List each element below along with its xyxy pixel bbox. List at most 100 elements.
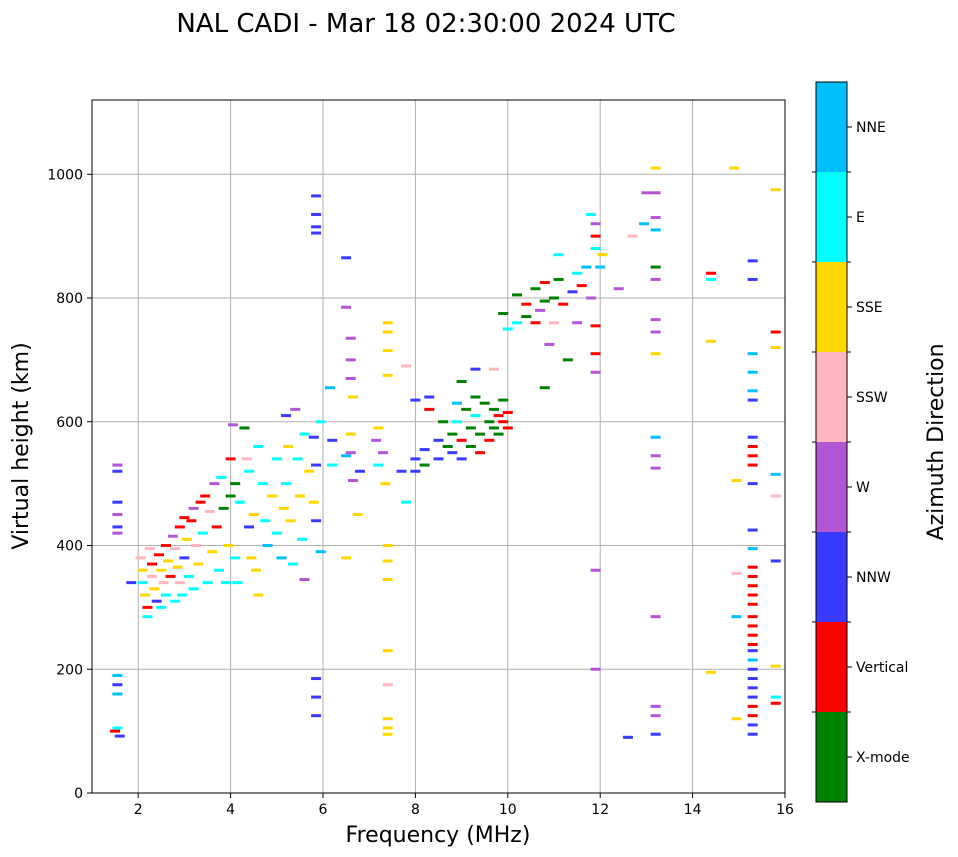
echo-point-sse <box>770 188 781 192</box>
echo-point-x-mode <box>498 311 509 315</box>
echo-point-vertical <box>747 615 758 619</box>
echo-point-nne <box>770 472 781 476</box>
echo-point-e <box>287 562 298 566</box>
echo-point-ssw <box>241 457 252 461</box>
colorbar-swatch-sse <box>816 262 847 352</box>
echo-point-ssw <box>770 494 781 498</box>
echo-point-nnw <box>308 435 319 439</box>
echo-point-sse <box>285 519 296 523</box>
colorbar-frame <box>815 81 848 803</box>
echo-point-x-mode <box>549 296 559 300</box>
echo-point-nnw <box>747 398 758 402</box>
y-tick-label: 800 <box>56 291 83 307</box>
echo-point-vertical <box>747 714 758 718</box>
echo-point-nne <box>747 547 758 551</box>
echo-point-e <box>112 726 123 730</box>
echo-point-w <box>112 463 123 467</box>
echo-point-nne <box>581 265 592 269</box>
echo-point-nnw <box>311 231 322 235</box>
echo-point-sse <box>650 352 661 356</box>
echo-point-vertical <box>539 281 550 285</box>
echo-point-ssw <box>174 581 185 585</box>
echo-point-vertical <box>493 414 504 418</box>
echo-point-sse <box>348 395 359 399</box>
echo-point-x-mode <box>239 426 250 430</box>
echo-point-x-mode <box>230 482 241 486</box>
plot-frame <box>91 99 786 794</box>
echo-point-e <box>232 581 243 585</box>
echo-point-nnw <box>747 528 758 532</box>
echo-point-e <box>706 277 717 281</box>
echo-point-vertical <box>747 445 758 448</box>
echo-point-x-mode <box>493 432 504 436</box>
echo-point-nnw <box>311 194 322 198</box>
echo-point-nnw <box>112 683 123 687</box>
echo-point-x-mode <box>470 395 481 399</box>
echo-point-sse <box>172 565 183 569</box>
echo-point-vertical <box>160 544 171 547</box>
colorbar-swatch-x-mode <box>816 712 847 802</box>
echo-point-x-mode <box>521 315 532 319</box>
y-tick-label: 600 <box>56 415 83 431</box>
echo-point-sse <box>770 346 781 349</box>
echo-point-sse <box>251 568 262 572</box>
echo-point-sse <box>382 649 393 653</box>
echo-point-ssw <box>627 234 638 238</box>
echo-point-sse <box>137 568 148 572</box>
echo-point-e <box>142 615 153 619</box>
echo-point-vertical <box>110 729 121 733</box>
echo-point-w <box>544 342 555 346</box>
echo-point-e <box>572 271 583 275</box>
echo-point-e <box>156 605 167 609</box>
echo-point-w <box>371 438 382 442</box>
echo-point-vertical <box>590 324 601 328</box>
echo-point-x-mode <box>465 426 476 430</box>
echo-point-w <box>650 191 661 195</box>
echo-point-vertical <box>590 234 601 238</box>
echo-point-nne <box>595 265 606 269</box>
echo-point-w <box>345 451 356 455</box>
echo-point-x-mode <box>419 463 430 467</box>
y-tick-label: 0 <box>74 786 83 802</box>
echo-point-nne <box>731 615 742 619</box>
echo-point-nnw <box>327 438 338 442</box>
echo-point-ssw <box>731 571 742 575</box>
echo-point-sse <box>163 559 174 563</box>
echo-point-sse <box>731 479 742 483</box>
echo-point-e <box>271 531 282 535</box>
echo-point-x-mode <box>488 407 499 411</box>
echo-point-w <box>650 704 661 708</box>
echo-point-w <box>650 714 661 718</box>
echo-point-vertical <box>530 321 541 325</box>
echo-point-x-mode <box>475 432 486 436</box>
echo-point-w <box>299 578 310 582</box>
echo-point-w <box>345 336 356 340</box>
echo-point-vertical <box>424 407 435 411</box>
echo-point-w <box>613 287 624 291</box>
echo-point-vertical <box>590 352 601 356</box>
echo-point-nnw <box>419 448 430 452</box>
echo-point-x-mode <box>539 386 550 390</box>
echo-point-sse <box>731 717 742 721</box>
echo-point-sse <box>382 559 393 563</box>
echo-point-nnw <box>747 677 758 681</box>
echo-point-e <box>253 445 264 448</box>
echo-point-x-mode <box>530 287 541 291</box>
echo-point-vertical <box>747 643 758 646</box>
echo-point-e <box>292 457 303 461</box>
x-axis-label: Frequency (MHz) <box>346 823 531 848</box>
echo-point-vertical <box>211 525 222 529</box>
echo-point-w <box>650 466 661 470</box>
echo-point-nnw <box>747 482 758 486</box>
echo-point-nnw <box>151 599 162 603</box>
echo-point-w <box>188 506 199 510</box>
echo-point-vertical <box>456 438 467 442</box>
azimuth-colorbar: X-mode Vertical NNW W SSW SSE E NNE <box>812 81 910 803</box>
echo-point-e <box>299 432 310 436</box>
echo-point-w <box>227 423 238 427</box>
echo-point-nnw <box>112 469 123 473</box>
echo-point-e <box>257 482 268 486</box>
echo-point-nnw <box>311 714 322 718</box>
echo-point-vertical <box>225 457 236 461</box>
echo-point-sse <box>341 556 352 560</box>
